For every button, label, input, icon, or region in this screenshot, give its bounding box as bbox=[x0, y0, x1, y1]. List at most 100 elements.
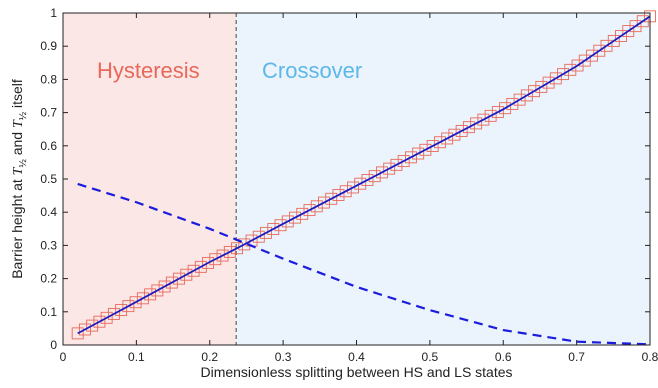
data-point-marker bbox=[404, 151, 417, 164]
data-point-marker bbox=[542, 76, 555, 89]
data-point-marker bbox=[593, 44, 606, 57]
data-point-marker bbox=[144, 288, 157, 301]
data-point-marker bbox=[187, 264, 200, 277]
data-point-marker bbox=[325, 192, 338, 205]
data-point-marker bbox=[513, 93, 526, 106]
data-point-marker bbox=[86, 319, 99, 332]
data-point-marker bbox=[202, 256, 215, 269]
y-tick-label: 0.3 bbox=[40, 238, 57, 252]
data-point-marker bbox=[158, 280, 171, 293]
data-point-marker bbox=[484, 109, 497, 122]
data-point-marker bbox=[607, 34, 620, 47]
data-point-marker bbox=[303, 204, 316, 217]
data-point-marker bbox=[586, 49, 598, 62]
data-point-marker bbox=[281, 215, 294, 228]
region-label-hysteresis: Hysteresis bbox=[97, 58, 200, 83]
data-point-marker bbox=[209, 253, 222, 266]
data-point-marker bbox=[433, 136, 446, 149]
data-point-marker bbox=[462, 121, 475, 134]
data-point-marker bbox=[390, 158, 403, 171]
region-label-crossover: Crossover bbox=[262, 58, 362, 83]
y-tick-label: 0.6 bbox=[40, 139, 57, 153]
data-point-marker bbox=[78, 323, 91, 336]
series-solid-line bbox=[77, 15, 651, 335]
data-point-marker bbox=[397, 155, 410, 168]
y-tick-label: 0 bbox=[50, 338, 57, 352]
axis-ticks: 0 0.1 0.2 0.3 0.4 0.5 0.6 0.7 0.8 0 0.1 0.2 0.3 0.4 0.… bbox=[40, 6, 658, 364]
data-point-marker bbox=[528, 85, 541, 98]
data-point-marker bbox=[71, 327, 84, 340]
data-point-marker bbox=[122, 300, 135, 313]
region-hysteresis bbox=[63, 13, 237, 345]
data-point-marker bbox=[506, 97, 519, 110]
data-point-marker bbox=[578, 54, 591, 67]
x-tick-label: 0 bbox=[60, 350, 67, 364]
data-point-marker bbox=[354, 177, 367, 190]
data-point-marker bbox=[375, 166, 388, 179]
y-title-prefix: Barrier height at bbox=[9, 175, 25, 279]
y-axis-title: Barrier height at T½ and T½ itself bbox=[9, 79, 29, 279]
x-tick-label: 0.2 bbox=[201, 350, 218, 364]
data-point-marker bbox=[347, 181, 359, 194]
data-point-marker bbox=[477, 113, 490, 126]
data-point-marker bbox=[426, 140, 439, 152]
data-point-marker bbox=[223, 245, 236, 258]
y-title-symbol-2: T bbox=[11, 119, 26, 128]
data-point-marker bbox=[383, 162, 396, 175]
data-point-marker bbox=[557, 68, 570, 81]
y-tick-label: 1 bbox=[50, 6, 57, 20]
data-point-marker bbox=[491, 106, 504, 119]
y-tick-label: 0.4 bbox=[40, 205, 57, 219]
data-point-marker bbox=[535, 80, 548, 93]
data-point-marker bbox=[571, 59, 584, 72]
data-point-marker bbox=[310, 200, 323, 213]
data-point-marker bbox=[520, 89, 533, 102]
series-layer bbox=[71, 10, 656, 346]
data-point-marker bbox=[629, 20, 642, 33]
y-title-symbol-1: T bbox=[11, 166, 26, 175]
data-point-marker bbox=[412, 147, 425, 160]
region-shading bbox=[63, 13, 651, 345]
data-point-marker bbox=[361, 173, 374, 186]
data-point-marker bbox=[615, 30, 627, 42]
y-tick-label: 0.2 bbox=[40, 272, 57, 286]
data-point-marker bbox=[252, 230, 265, 243]
data-point-marker bbox=[267, 223, 280, 235]
data-point-marker bbox=[173, 272, 186, 285]
data-point-marker bbox=[368, 170, 381, 183]
data-point-marker bbox=[231, 242, 244, 255]
data-point-marker bbox=[260, 226, 272, 239]
data-point-marker bbox=[441, 132, 454, 145]
data-point-marker bbox=[296, 207, 309, 220]
data-point-marker bbox=[100, 311, 113, 324]
y-tick-label: 0.1 bbox=[40, 305, 57, 319]
data-point-marker bbox=[216, 249, 229, 262]
data-point-marker bbox=[549, 72, 562, 85]
series-dashed-line bbox=[77, 182, 651, 346]
y-title-sub-1: ½ bbox=[18, 159, 29, 168]
y-tick-label: 0.9 bbox=[40, 39, 57, 53]
data-point-marker bbox=[115, 304, 128, 316]
data-point-marker bbox=[93, 315, 106, 328]
data-point-marker bbox=[136, 292, 149, 305]
y-tick-label: 0.7 bbox=[40, 106, 57, 120]
series-markers bbox=[71, 10, 656, 340]
data-point-marker bbox=[151, 284, 164, 297]
data-point-marker bbox=[455, 124, 468, 137]
data-point-marker bbox=[499, 102, 512, 115]
data-point-marker bbox=[318, 196, 330, 209]
x-tick-label: 0.5 bbox=[422, 350, 439, 364]
data-point-marker bbox=[564, 63, 577, 76]
y-tick-label: 0.8 bbox=[40, 72, 57, 86]
data-point-marker bbox=[600, 39, 613, 52]
data-point-marker bbox=[622, 25, 635, 38]
data-point-marker bbox=[339, 185, 352, 198]
y-title-sub-2: ½ bbox=[18, 111, 29, 120]
y-title-middle: and bbox=[9, 128, 25, 159]
data-point-marker bbox=[165, 276, 178, 289]
x-tick-label: 0.4 bbox=[348, 350, 365, 364]
region-labels: Hysteresis Crossover bbox=[97, 58, 362, 83]
y-title-suffix: itself bbox=[9, 79, 25, 112]
data-point-marker bbox=[332, 189, 345, 201]
